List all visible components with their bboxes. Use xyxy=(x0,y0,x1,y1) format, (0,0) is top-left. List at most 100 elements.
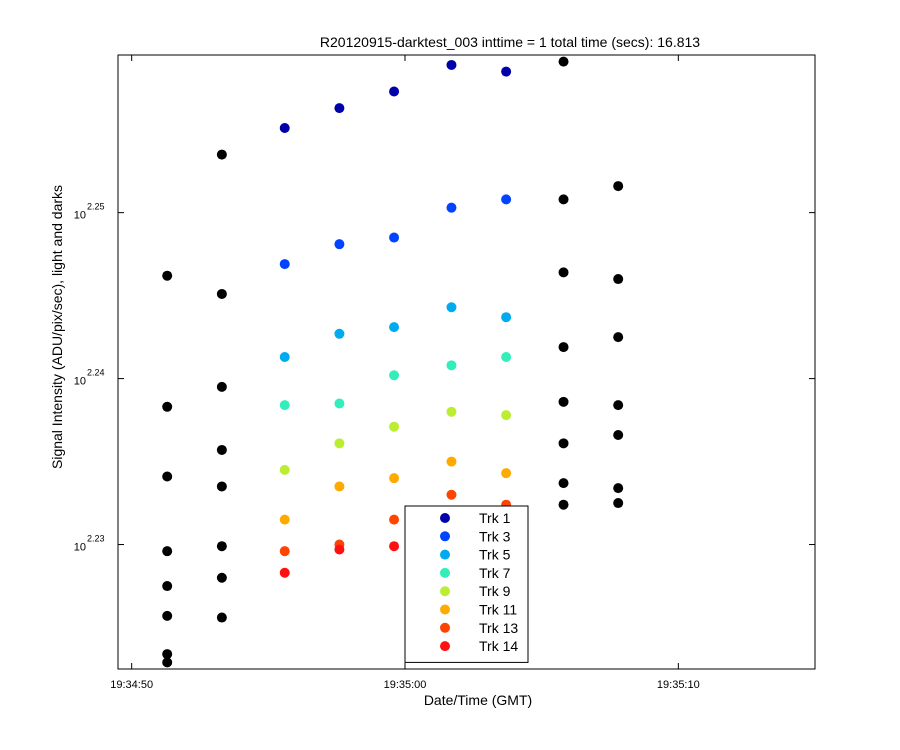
y-tick-exponent: 2.24 xyxy=(87,368,105,378)
data-point xyxy=(446,202,457,213)
data-point xyxy=(162,270,173,281)
data-point xyxy=(558,342,569,353)
data-point xyxy=(558,478,569,489)
data-point xyxy=(446,456,457,467)
data-point xyxy=(558,267,569,278)
data-point xyxy=(613,332,624,343)
data-point xyxy=(216,381,227,392)
data-point xyxy=(162,401,173,412)
data-point xyxy=(613,430,624,441)
data-point xyxy=(279,259,290,270)
data-point xyxy=(558,194,569,205)
legend-marker xyxy=(440,641,450,652)
data-point xyxy=(558,396,569,407)
data-point xyxy=(216,541,227,552)
y-tick-exponent: 2.25 xyxy=(87,202,105,212)
data-point xyxy=(279,123,290,134)
data-point xyxy=(613,274,624,285)
x-tick-label: 19:35:10 xyxy=(657,679,700,691)
data-point xyxy=(334,103,345,114)
legend-marker xyxy=(440,531,450,542)
legend: Trk 1 Trk 3 Trk 5 Trk 7 Trk 9 Trk 11 Trk 13 Trk… xyxy=(404,505,529,663)
x-tick-label: 19:35:00 xyxy=(384,679,427,691)
data-point xyxy=(501,468,512,479)
data-point xyxy=(162,471,173,482)
data-point xyxy=(279,400,290,411)
data-point xyxy=(216,444,227,455)
legend-marker xyxy=(440,513,450,523)
data-point xyxy=(216,572,227,583)
data-point xyxy=(216,612,227,623)
data-point xyxy=(558,438,569,449)
data-point xyxy=(216,481,227,492)
legend-entry-label: Trk 3 xyxy=(479,528,511,544)
data-point xyxy=(216,149,227,160)
legend-box xyxy=(404,505,529,663)
data-point xyxy=(389,86,400,97)
data-point xyxy=(162,657,173,668)
data-point xyxy=(279,352,290,363)
chart-title: R20120915-darktest_003 inttime = 1 total… xyxy=(320,34,700,50)
data-point xyxy=(446,406,457,417)
data-points xyxy=(162,56,624,668)
data-point xyxy=(334,398,345,409)
data-point xyxy=(558,56,569,67)
data-point xyxy=(613,498,624,509)
data-point xyxy=(613,181,624,192)
data-point xyxy=(334,438,345,449)
data-point xyxy=(279,546,290,557)
data-point xyxy=(446,59,457,70)
y-axis-label: Signal Intensity (ADU/pix/sec), light an… xyxy=(49,185,65,469)
data-point xyxy=(162,610,173,621)
data-point xyxy=(162,649,173,660)
legend-marker xyxy=(440,549,450,560)
data-point xyxy=(334,328,345,339)
data-point xyxy=(389,514,400,525)
x-axis-ticks: 19:34:50 19:35:00 19:35:10 xyxy=(110,55,700,691)
y-tick-base: 10 xyxy=(74,542,86,554)
data-point xyxy=(446,489,457,500)
legend-marker xyxy=(440,604,450,615)
legend-entry-label: Trk 7 xyxy=(479,565,511,581)
data-point xyxy=(501,194,512,205)
data-point xyxy=(446,360,457,371)
data-point xyxy=(389,370,400,381)
legend-entry-label: Trk 5 xyxy=(479,547,511,563)
data-point xyxy=(334,239,345,250)
data-point xyxy=(558,499,569,510)
y-tick-exponent: 2.23 xyxy=(87,534,105,544)
legend-entry-label: Trk 9 xyxy=(479,583,511,599)
data-point xyxy=(501,312,512,323)
data-point xyxy=(389,473,400,484)
data-point xyxy=(162,546,173,557)
data-point xyxy=(446,302,457,313)
legend-entry-label: Trk 14 xyxy=(479,638,518,654)
x-axis-label: Date/Time (GMT) xyxy=(424,692,532,708)
x-tick-label: 19:34:50 xyxy=(110,679,153,691)
legend-entry-label: Trk 1 xyxy=(479,510,511,526)
data-point xyxy=(389,232,400,243)
data-point xyxy=(334,481,345,492)
legend-marker xyxy=(440,567,450,578)
data-point xyxy=(279,567,290,578)
data-point xyxy=(389,421,400,432)
data-point xyxy=(501,410,512,421)
data-point xyxy=(334,544,345,555)
legend-marker xyxy=(440,622,450,633)
data-point xyxy=(501,66,512,77)
data-point xyxy=(279,514,290,525)
y-tick-base: 10 xyxy=(74,376,86,388)
legend-marker xyxy=(440,586,450,597)
data-point xyxy=(613,483,624,494)
data-point xyxy=(216,288,227,299)
y-tick-base: 10 xyxy=(74,210,86,222)
data-point xyxy=(279,464,290,475)
data-point xyxy=(613,400,624,411)
data-point xyxy=(389,322,400,333)
legend-entry-label: Trk 11 xyxy=(479,602,517,618)
data-point xyxy=(162,581,173,592)
data-point xyxy=(389,541,400,552)
legend-entry-label: Trk 13 xyxy=(479,620,518,636)
